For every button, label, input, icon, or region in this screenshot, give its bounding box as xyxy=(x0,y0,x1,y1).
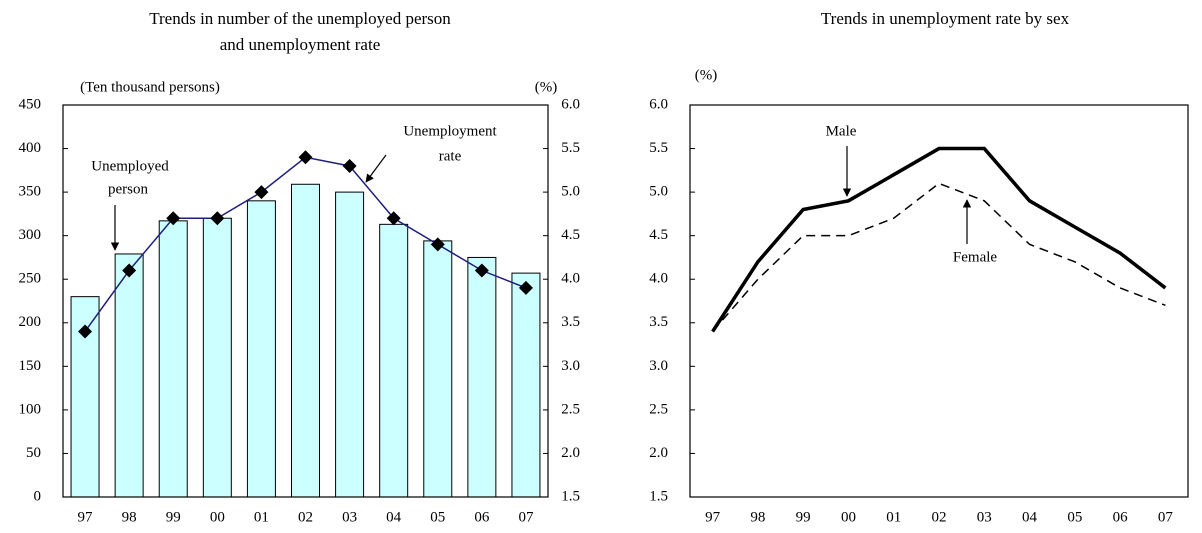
bar xyxy=(158,220,188,498)
plot-frame xyxy=(689,104,1189,498)
x-tick-label: 01 xyxy=(254,509,269,525)
y-tick-label: 4.5 xyxy=(649,227,668,243)
line-series xyxy=(712,182,1166,332)
bar xyxy=(202,217,232,498)
y-tick-label: 3.0 xyxy=(649,358,668,374)
bar xyxy=(423,240,453,498)
y-tick-label: 6.0 xyxy=(649,96,668,112)
y2-tick-label: 3.5 xyxy=(561,314,580,330)
bar xyxy=(511,272,541,498)
x-tick-label: 00 xyxy=(841,509,856,525)
point-marker xyxy=(518,280,533,295)
x-tick-label: 99 xyxy=(166,509,181,525)
x-tick-label: 97 xyxy=(78,509,94,525)
annotation: Unemployed xyxy=(91,158,169,174)
series-label: Female xyxy=(953,249,997,265)
y-tick-label: 350 xyxy=(19,184,42,200)
y-tick-label: 4.0 xyxy=(649,271,668,287)
series-label: Male xyxy=(826,123,857,139)
chart-title: Trends in number of the unemployed perso… xyxy=(149,9,451,28)
bar xyxy=(246,200,276,498)
x-tick-label: 02 xyxy=(298,509,313,525)
y-tick-label: 450 xyxy=(19,96,42,112)
arrow xyxy=(365,154,387,183)
x-tick-label: 03 xyxy=(977,509,992,525)
y2-tick-label: 4.5 xyxy=(561,227,580,243)
y-tick-label: 200 xyxy=(19,314,42,330)
y-tick-label: 3.5 xyxy=(649,314,668,330)
point-marker xyxy=(342,158,357,173)
bar xyxy=(379,223,409,498)
y-axis-label: (Ten thousand persons) xyxy=(80,79,220,95)
point-marker xyxy=(254,185,269,200)
y-tick-label: 250 xyxy=(19,271,42,287)
x-tick-label: 04 xyxy=(386,509,402,525)
point-marker xyxy=(430,237,445,252)
y-tick-label: 300 xyxy=(19,227,42,243)
point-marker xyxy=(166,211,181,226)
y2-tick-label: 2.0 xyxy=(561,445,580,461)
point-marker xyxy=(298,150,313,165)
y-tick-label: 1.5 xyxy=(649,488,668,504)
bar xyxy=(291,183,320,498)
y-tick-label: 5.5 xyxy=(649,140,668,156)
x-tick-label: 03 xyxy=(342,509,357,525)
line-series xyxy=(711,146,1167,333)
point-marker xyxy=(78,324,93,339)
y-tick-label: 400 xyxy=(19,140,42,156)
plot-frame xyxy=(62,104,549,498)
y2-tick-label: 2.5 xyxy=(561,401,580,417)
x-tick-label: 98 xyxy=(750,509,765,525)
y2-tick-label: 5.5 xyxy=(561,140,580,156)
bar xyxy=(335,191,365,498)
x-tick-label: 99 xyxy=(796,509,811,525)
x-tick-label: 00 xyxy=(210,509,225,525)
y-tick-label: 5.0 xyxy=(649,184,668,200)
x-tick-label: 97 xyxy=(705,509,721,525)
point-marker xyxy=(386,211,401,226)
y-tick-label: 150 xyxy=(19,358,42,374)
x-tick-label: 01 xyxy=(886,509,901,525)
y2-tick-label: 5.0 xyxy=(561,184,580,200)
x-tick-label: 05 xyxy=(430,509,445,525)
annotation: rate xyxy=(439,148,462,164)
x-tick-label: 98 xyxy=(122,509,137,525)
bar xyxy=(114,253,144,498)
point-marker xyxy=(474,263,489,278)
bar xyxy=(467,256,497,498)
y-tick-label: 0 xyxy=(34,488,42,504)
y-tick-label: 2.0 xyxy=(649,445,668,461)
point-marker xyxy=(122,263,137,278)
point-marker xyxy=(210,211,225,226)
x-tick-label: 07 xyxy=(1158,509,1174,525)
annotation: person xyxy=(108,181,148,197)
x-tick-label: 06 xyxy=(1113,509,1129,525)
y-tick-label: 100 xyxy=(19,401,42,417)
y2-tick-label: 4.0 xyxy=(561,271,580,287)
x-tick-label: 07 xyxy=(518,509,534,525)
x-tick-label: 02 xyxy=(932,509,947,525)
y2-tick-label: 3.0 xyxy=(561,358,580,374)
x-tick-label: 04 xyxy=(1022,509,1038,525)
chart-title: Trends in unemployment rate by sex xyxy=(821,9,1070,28)
annotation: Unemployment xyxy=(403,123,497,139)
y2-tick-label: 6.0 xyxy=(561,96,580,112)
y-tick-label: 50 xyxy=(26,445,41,461)
chart-title: and unemployment rate xyxy=(220,35,381,54)
y-tick-label: 2.5 xyxy=(649,401,668,417)
y-axis-label: (%) xyxy=(695,67,718,83)
y2-axis-label: (%) xyxy=(535,79,558,95)
y2-tick-label: 1.5 xyxy=(561,488,580,504)
x-tick-label: 05 xyxy=(1067,509,1082,525)
x-tick-label: 06 xyxy=(474,509,490,525)
